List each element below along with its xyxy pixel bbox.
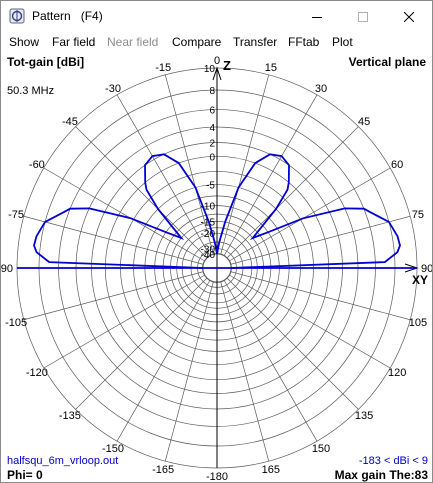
angle-label: -60 <box>29 159 45 171</box>
xy-axis-label: XY <box>412 273 429 287</box>
menu-show[interactable]: Show <box>9 35 40 49</box>
plot-plane-label: Vertical plane <box>348 55 426 69</box>
radial-label: -5 <box>206 181 215 192</box>
angle-label: 135 <box>355 410 373 422</box>
radial-label: 8 <box>209 86 215 97</box>
angle-label: 105 <box>409 317 427 329</box>
angle-label: -45 <box>62 116 78 128</box>
max-gain-label: Max gain The:83 <box>334 468 428 482</box>
grid-spoke <box>75 126 208 259</box>
radial-label: -40 <box>201 250 216 261</box>
angle-label: -120 <box>26 367 48 379</box>
angle-label: -180 <box>206 471 228 482</box>
filename-label: halfsqu_6m_vrloop.out <box>7 455 119 467</box>
pattern-trace-right <box>216 153 401 269</box>
pattern-trace-left <box>33 153 218 269</box>
window-title: Pattern (F4) <box>32 9 103 23</box>
grid-spoke <box>116 279 211 442</box>
grid-spoke <box>223 94 318 257</box>
angle-label: 0 <box>214 55 220 67</box>
frequency-label: 50.3 MHz <box>7 85 55 97</box>
grid-spoke <box>220 281 270 462</box>
angle-label: 120 <box>388 367 406 379</box>
grid-spoke <box>23 215 204 265</box>
title-bar: Pattern (F4) <box>1 1 432 32</box>
close-icon <box>404 11 414 22</box>
minimize-button[interactable] <box>294 1 340 32</box>
radial-label: -30 <box>201 245 216 256</box>
angle-label: 60 <box>391 159 403 171</box>
maximize-icon <box>358 11 368 22</box>
menu-transfer[interactable]: Transfer <box>233 35 278 49</box>
plot-quantity-label: Tot-gain [dBi] <box>7 55 85 69</box>
z-axis-label: Z <box>223 58 231 73</box>
grid-spoke <box>226 277 359 410</box>
angle-label: 30 <box>315 83 327 95</box>
menu-near-field: Near field <box>107 35 159 49</box>
menu-plot[interactable]: Plot <box>332 35 353 49</box>
grid-spoke <box>223 279 318 442</box>
angle-label: -150 <box>102 443 124 455</box>
pattern-plot-area: -15015-3030-4545-6060-7575-9090-105105-1… <box>1 52 432 482</box>
radial-label: -15 <box>201 217 216 228</box>
z-axis-arrow <box>212 66 222 81</box>
angle-label: -90 <box>1 263 13 275</box>
grid-spoke <box>220 74 270 255</box>
angle-label: 150 <box>312 443 330 455</box>
angle-label: 15 <box>265 62 277 74</box>
maximize-button[interactable] <box>340 1 386 32</box>
angle-label: 90 <box>421 263 432 275</box>
menu-compare[interactable]: Compare <box>172 35 222 49</box>
radial-label: -10 <box>201 202 216 213</box>
angle-label: 165 <box>262 464 280 476</box>
menu-far-field[interactable]: Far field <box>52 35 96 49</box>
grid-spoke <box>116 94 211 257</box>
gain-range-label: -183 < dBi < 9 <box>358 455 428 467</box>
minimize-icon <box>312 16 322 18</box>
grid-spoke <box>43 167 206 262</box>
angle-label: -105 <box>5 317 27 329</box>
maximize-button-main[interactable] <box>340 1 386 32</box>
grid-spoke <box>164 74 214 255</box>
radial-label: 6 <box>209 106 215 117</box>
phi-label: Phi= 0 <box>7 468 43 482</box>
radial-label: 2 <box>209 139 215 150</box>
polar-plot: -15015-3030-4545-6060-7575-9090-105105-1… <box>1 55 432 482</box>
angle-label: -15 <box>155 62 171 74</box>
radial-label: 4 <box>209 123 215 134</box>
angle-label: 45 <box>358 116 370 128</box>
close-button[interactable] <box>386 1 432 32</box>
grid-spoke <box>164 281 214 462</box>
grid-spoke <box>230 215 411 265</box>
grid-spoke <box>228 167 391 262</box>
angle-label: -135 <box>59 410 81 422</box>
grid-spoke <box>43 274 206 369</box>
radial-label: 10 <box>204 64 216 75</box>
app-icon <box>9 8 25 24</box>
angle-label: -30 <box>105 83 121 95</box>
grid-spoke <box>23 271 204 321</box>
radial-label: -20 <box>201 229 216 240</box>
grid-spoke <box>226 126 359 259</box>
angle-label: -165 <box>152 464 174 476</box>
menu-bar: Show Far field Near field Compare Transf… <box>1 32 432 52</box>
angle-label: -75 <box>8 209 24 221</box>
radial-label: 0 <box>209 152 215 163</box>
grid-spoke <box>230 271 411 321</box>
grid-spoke <box>75 277 208 410</box>
menu-fftab[interactable]: FFtab <box>288 35 320 49</box>
grid-spoke <box>228 274 391 369</box>
angle-label: 75 <box>412 209 424 221</box>
